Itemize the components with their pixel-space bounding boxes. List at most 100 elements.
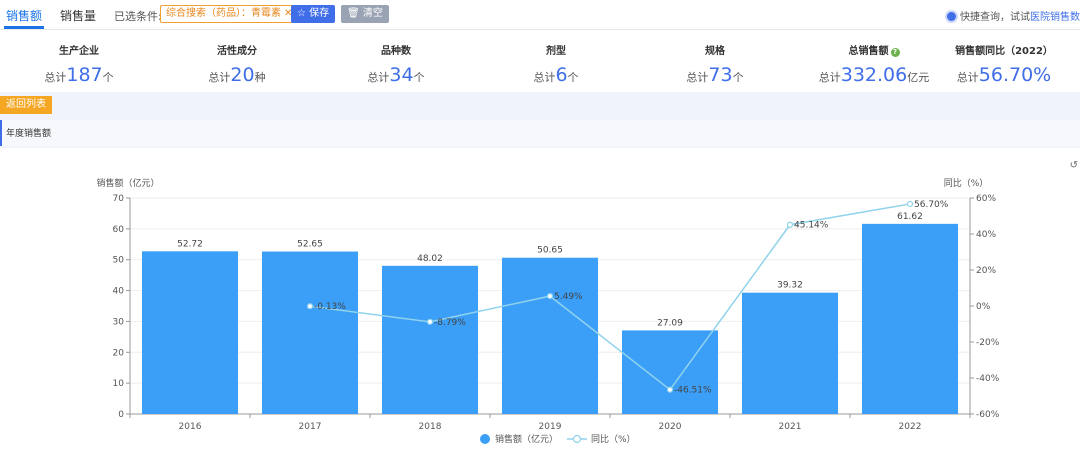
stat-prefix: 总计: [818, 71, 841, 84]
bar-label: 50.65: [537, 246, 563, 256]
bar-label: 48.02: [417, 254, 443, 264]
star-icon: ☆: [297, 8, 306, 19]
tab-sales-amount[interactable]: 销售额: [6, 9, 43, 23]
tab-sales-volume[interactable]: 销售量: [60, 9, 97, 23]
bar: [622, 330, 718, 414]
bar-label: 39.32: [777, 281, 803, 291]
legend-line-label: 同比（%）: [591, 433, 636, 445]
stat-prefix: 总计: [208, 71, 231, 84]
y2-tick-label: 0%: [976, 302, 991, 312]
y-tick-label: 40: [113, 287, 125, 297]
stat-name: 生产企业: [59, 46, 99, 57]
stat-yoy: 销售额同比（2022） 总计56.70%: [928, 42, 1080, 86]
quick-query: 快捷查询，试试医院销售数: [947, 8, 1080, 23]
filter-tag-text: 综合搜索（药品）：青霉素: [166, 8, 281, 19]
save-button[interactable]: ☆ 保存: [291, 5, 336, 23]
stat-value: 73: [708, 64, 733, 86]
filter-tag[interactable]: 综合搜索（药品）：青霉素 ✕: [160, 5, 299, 23]
y-tick-label: 70: [113, 194, 125, 204]
stat-value: 34: [389, 64, 414, 86]
stat-value: 20: [230, 64, 255, 86]
stat-unit: 亿元: [907, 71, 930, 84]
stat-total-sales: 总销售额? 总计332.06亿元: [799, 42, 949, 86]
yoy-label: -46.51%: [674, 386, 712, 396]
yoy-label: 45.14%: [794, 221, 829, 231]
y-axis-title: 销售额（亿元）: [96, 177, 159, 189]
x-tick-label: 2021: [779, 422, 802, 432]
clear-button[interactable]: 🗑 清空: [341, 5, 389, 23]
yoy-point: [666, 386, 674, 393]
annual-sales-chart: 销售额（亿元） 同比（%） 0 10 20 30 40 50 60 70 -60% -40% -20% 0…: [96, 177, 1000, 445]
quick-query-link[interactable]: 医院销售数: [1030, 12, 1080, 23]
radio-icon[interactable]: [947, 12, 956, 21]
yoy-point: [546, 293, 554, 300]
section-title: 年度销售额: [6, 129, 52, 139]
bar: [262, 251, 358, 414]
quick-query-text: 快捷查询，试试: [960, 12, 1030, 23]
stat-specifications: 规格 总计73个: [640, 42, 790, 86]
stat-value: 56.70%: [978, 64, 1052, 86]
yoy-point: [426, 318, 434, 325]
y-tick-label: 10: [113, 379, 125, 389]
x-tick-label: 2022: [899, 422, 922, 432]
x-tick-label: 2019: [539, 422, 562, 432]
y2-tick-label: -40%: [976, 374, 1000, 384]
yoy-label: -8.79%: [434, 318, 466, 328]
stat-dosage-forms: 剂型 总计6个: [481, 42, 631, 86]
y-tick-label: 30: [113, 317, 125, 327]
bar: [142, 251, 238, 414]
bar-label: 52.65: [297, 240, 323, 250]
bar: [862, 223, 958, 414]
stat-manufacturers: 生产企业 总计187个: [4, 42, 154, 86]
bar-label: 61.62: [897, 212, 923, 222]
y2-tick-label: -20%: [976, 338, 1000, 348]
yoy-point: [306, 303, 314, 310]
section-title-bar: 年度销售额: [0, 120, 1080, 146]
stat-prefix: 总计: [44, 71, 67, 84]
stat-unit: 种: [254, 71, 266, 84]
stat-prefix: 总计: [686, 71, 709, 84]
stat-value: 332.06: [840, 64, 908, 86]
refresh-icon[interactable]: ↺: [1069, 160, 1078, 171]
y-tick-label: 20: [113, 348, 125, 358]
y2-tick-label: 40%: [976, 230, 996, 240]
bar-label: 27.09: [657, 318, 683, 328]
stat-name: 总销售额: [848, 46, 889, 57]
yoy-label: 56.70%: [914, 200, 949, 210]
clear-label: 清空: [362, 8, 383, 19]
bar-label: 52.72: [177, 239, 203, 249]
top-tab-bar: 销售额 销售量 已选条件: 综合搜索（药品）：青霉素 ✕ ☆ 保存 🗑 清空 快捷…: [0, 0, 1080, 30]
stat-active-ingredients: 活性成分 总计20种: [162, 42, 312, 86]
y2-axis-title: 同比（%）: [944, 177, 989, 189]
yoy-label: -0.13%: [314, 302, 346, 312]
close-icon[interactable]: ✕: [284, 8, 293, 19]
yoy-point: [906, 200, 914, 208]
stat-prefix: 总计: [533, 71, 556, 84]
stat-name: 销售额同比（2022）: [955, 46, 1053, 57]
help-icon[interactable]: ?: [890, 48, 900, 57]
y-tick-label: 0: [118, 410, 124, 420]
legend-line-point: [572, 434, 582, 444]
stat-name: 剂型: [546, 46, 566, 57]
stat-prefix: 总计: [956, 71, 979, 84]
stat-prefix: 总计: [367, 71, 390, 84]
legend-bar-marker: [480, 434, 490, 444]
y-tick-label: 60: [113, 225, 125, 235]
y2-tick-label: 60%: [976, 194, 996, 204]
selected-conditions-label: 已选条件:: [114, 10, 162, 23]
x-tick-label: 2018: [419, 422, 442, 432]
legend-bar-label: 销售额（亿元）: [495, 433, 558, 445]
yoy-line: [309, 203, 911, 391]
stat-name: 品种数: [381, 46, 411, 57]
stat-unit: 个: [567, 71, 579, 84]
active-tab-indicator: [4, 26, 44, 29]
yoy-label: 5.49%: [554, 292, 583, 302]
stat-varieties: 品种数 总计34个: [321, 42, 471, 86]
trash-icon: 🗑: [347, 8, 360, 19]
bar: [382, 265, 478, 414]
stat-name: 活性成分: [217, 46, 257, 57]
x-tick-label: 2016: [179, 422, 202, 432]
stat-unit: 个: [413, 71, 425, 84]
y2-tick-label: 20%: [976, 266, 996, 276]
back-to-list-button[interactable]: 返回列表: [0, 96, 52, 114]
